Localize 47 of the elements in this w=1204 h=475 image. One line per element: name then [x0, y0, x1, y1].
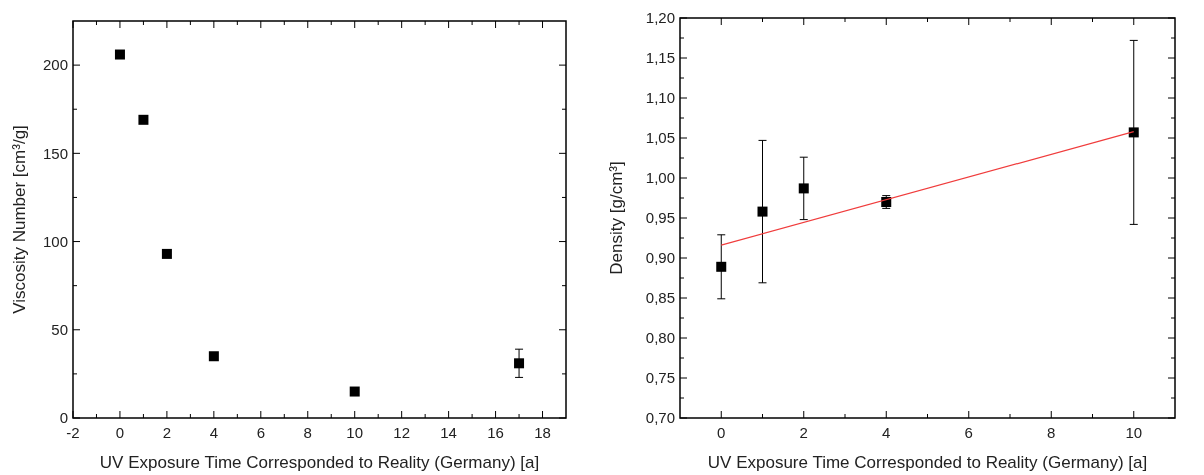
y-tick-label: 50 [51, 321, 68, 339]
x-tick-label: 8 [303, 424, 312, 441]
y-tick-label: 1,00 [645, 169, 675, 187]
point [798, 183, 809, 194]
point [138, 114, 149, 125]
x-axis-title: UV Exposure Time Corresponded to Reality (Germany) [a] [707, 453, 1148, 472]
point [757, 206, 768, 217]
point [514, 358, 525, 369]
y-tick-label: 0 [59, 409, 68, 427]
x-tick-label: 6 [256, 424, 265, 441]
point [114, 49, 125, 60]
x-tick-label: -2 [66, 424, 80, 441]
y-tick-label: 1,15 [645, 49, 675, 67]
x-tick-label: 2 [799, 424, 808, 441]
y-tick-label: 200 [42, 56, 68, 74]
y-tick-label: 0,75 [645, 369, 675, 387]
point [1128, 127, 1139, 138]
y-tick-label: 1,05 [645, 129, 675, 147]
y-tick-label: 0,95 [645, 209, 675, 227]
x-axis-title: UV Exposure Time Corresponded to Reality (Germany) [a] [99, 453, 540, 472]
x-tick-label: 14 [440, 424, 457, 441]
point [208, 351, 219, 362]
x-tick-label: 6 [964, 424, 973, 441]
point [716, 261, 727, 272]
x-tick-label: 0 [115, 424, 125, 441]
point [161, 248, 172, 259]
y-tick-label: 0,70 [645, 409, 675, 427]
y-axis-title: Density [g/cm³] [607, 161, 626, 275]
x-tick-label: 18 [534, 424, 551, 441]
y-tick-label: 150 [42, 144, 68, 162]
x-tick-label: 4 [209, 424, 219, 441]
y-tick-label: 100 [42, 232, 68, 250]
y-axis-title: Viscosity Number [cm³/g] [10, 125, 29, 314]
y-tick-label: 0,90 [645, 249, 675, 267]
x-tick-label: 2 [162, 424, 172, 441]
x-tick-label: 8 [1047, 424, 1056, 441]
y-tick-label: 1,20 [645, 9, 675, 27]
y-tick-label: 0,80 [645, 329, 675, 347]
y-tick-label: 1,10 [645, 89, 675, 107]
x-tick-label: 10 [346, 424, 364, 441]
x-tick-label: 0 [717, 424, 726, 441]
x-tick-label: 16 [487, 424, 504, 441]
x-tick-label: 4 [882, 424, 891, 441]
point [349, 386, 360, 397]
x-tick-label: 12 [393, 424, 411, 441]
y-tick-label: 0,85 [645, 289, 675, 307]
x-tick-label: 10 [1125, 424, 1143, 441]
